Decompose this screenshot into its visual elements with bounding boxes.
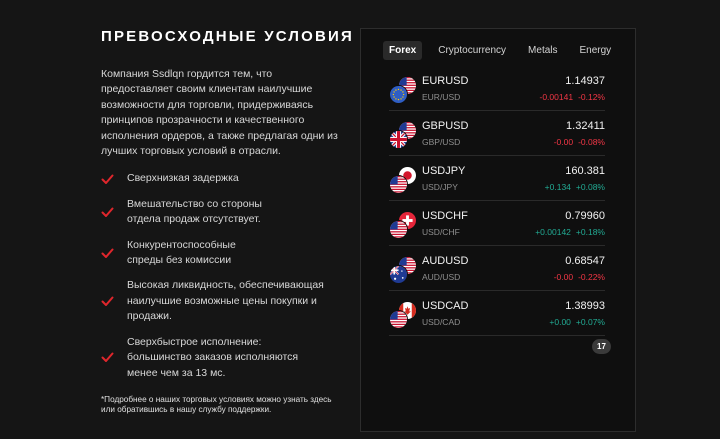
change-percent: +0.08% [575,182,605,192]
section-title: ПРЕВОСХОДНЫЕ УСЛОВИЯ [101,28,355,45]
feature-item: Сверхнизкая задержка [101,171,341,186]
price-value: 0.68547 [565,255,605,267]
quotes-list: EURUSD EUR/USD 1.14937 -0.00141 -0.12% GB… [361,66,635,336]
au-flag-icon [389,265,408,284]
feature-text: Высокая ликвидность, обеспечивающая наил… [127,279,324,323]
pair-name: AUD/USD [422,272,461,282]
features-list: Сверхнизкая задержка Вмешательство со сто… [101,171,341,380]
symbol-label: USDCHF [422,210,468,222]
feature-text: Вмешательство со стороны отдела продаж о… [127,197,262,226]
checkmark-icon [101,207,127,218]
market-quotes-widget: Forex Cryptocurrency Metals Energy EURUSD E… [360,28,636,432]
currency-pair-flags [389,256,417,284]
intro-text: Компания Ssdlqn гордится тем, что предос… [101,68,338,158]
checkmark-icon [101,174,127,185]
pair-name: EUR/USD [422,92,461,102]
price-value: 1.32411 [566,120,605,132]
symbol-label: AUDUSD [422,255,469,267]
footnote: *Подробнее о наших торговых условиях мож… [101,394,332,415]
checkmark-icon [101,352,127,363]
feature-text: Конкурентоспособные спреды без комиссии [127,238,236,267]
conditions-section: ПРЕВОСХОДНЫЕ УСЛОВИЯ Компания Ssdlqn гор… [101,28,355,416]
change-values: +0.00142 +0.18% [530,227,605,237]
change-percent: -0.22% [578,272,605,282]
checkmark-icon [101,296,127,307]
price-value: 1.38993 [565,300,605,312]
feature-item: Конкурентоспособные спреды без комиссии [101,238,341,269]
checkmark-icon [101,248,127,259]
feature-text: Сверхбыстрое исполнение: большинство зак… [127,335,299,379]
feature-item: Высокая ликвидность, обеспечивающая наил… [101,278,341,324]
quote-row-usdchf[interactable]: USDCHF USD/CHF 0.79960 +0.00142 +0.18% [389,201,605,246]
change-percent: +0.18% [575,227,605,237]
change-value: +0.134 [544,182,571,192]
currency-pair-flags [389,166,417,194]
quote-row-gbpusd[interactable]: GBPUSD GBP/USD 1.32411 -0.00 -0.08% [389,111,605,156]
pair-name: GBP/USD [422,137,461,147]
eu-flag-icon [389,85,408,104]
us-flag-icon [389,310,408,329]
us-flag-icon [389,220,408,239]
quote-row-usdjpy[interactable]: USDJPY USD/JPY 160.381 +0.134 +0.08% [389,156,605,201]
symbol-label: EURUSD [422,75,469,87]
symbol-label: USDJPY [422,165,466,177]
change-value: +0.00 [549,317,571,327]
feature-item: Вмешательство со стороны отдела продаж о… [101,197,341,228]
market-tabs: Forex Cryptocurrency Metals Energy [361,29,635,60]
change-values: -0.00141 -0.12% [535,92,606,102]
currency-pair-flags [389,121,417,149]
change-value: -0.00 [553,272,574,282]
price-value: 0.79960 [565,210,605,222]
uk-flag-icon [389,130,408,149]
change-value: +0.00142 [535,227,571,237]
change-values: -0.00 -0.22% [549,272,605,282]
tab-energy[interactable]: Energy [579,45,612,56]
feature-item: Сверхбыстрое исполнение: большинство зак… [101,335,341,381]
price-value: 1.14937 [565,75,605,87]
us-flag-icon [389,175,408,194]
tab-metals[interactable]: Metals [528,45,558,56]
price-value: 160.381 [565,165,605,177]
change-percent: -0.08% [578,137,605,147]
pair-name: USD/CHF [422,227,460,237]
quote-row-eurusd[interactable]: EURUSD EUR/USD 1.14937 -0.00141 -0.12% [389,66,605,111]
quote-row-audusd[interactable]: AUDUSD AUD/USD 0.68547 -0.00 -0.22% [389,246,605,291]
pair-name: USD/CAD [422,317,461,327]
change-values: +0.00 +0.07% [544,317,605,327]
symbol-label: GBPUSD [422,120,469,132]
currency-pair-flags [389,76,417,104]
feature-text: Сверхнизкая задержка [127,172,239,185]
change-value: -0.00 [553,137,574,147]
currency-pair-flags [389,301,417,329]
change-values: +0.134 +0.08% [540,182,605,192]
currency-pair-flags [389,211,417,239]
tradingview-logo-icon[interactable]: 17 [592,339,611,354]
change-percent: -0.12% [578,92,605,102]
tab-cryptocurrency[interactable]: Cryptocurrency [438,45,507,56]
change-values: -0.00 -0.08% [549,137,605,147]
tab-forex[interactable]: Forex [383,41,423,60]
quote-row-usdcad[interactable]: USDCAD USD/CAD 1.38993 +0.00 +0.07% [389,291,605,336]
symbol-label: USDCAD [422,300,469,312]
change-value: -0.00141 [539,92,574,102]
change-percent: +0.07% [575,317,605,327]
pair-name: USD/JPY [422,182,458,192]
